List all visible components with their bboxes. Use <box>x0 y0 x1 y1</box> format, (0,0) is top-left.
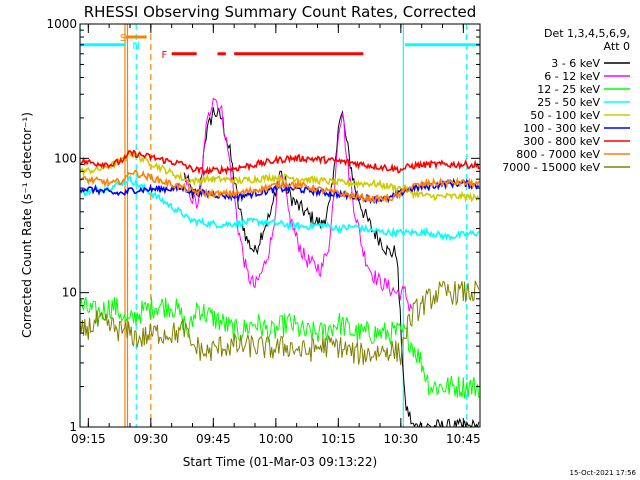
x-tick-label: 10:30 <box>384 432 419 446</box>
legend-entry-label: 3 - 6 keV <box>551 57 600 70</box>
series-line-1 <box>184 97 413 312</box>
y-tick-label: 1 <box>69 420 77 434</box>
legend-entry-label: 50 - 100 keV <box>530 109 600 122</box>
x-tick-label: 10:45 <box>446 432 481 446</box>
x-tick-label: 09:30 <box>134 432 169 446</box>
y-axis-label: Corrected Count Rate (s⁻¹ detector⁻¹) <box>20 112 34 338</box>
series-line-4 <box>80 148 480 204</box>
y-axis: 1 10 100 1000 <box>46 17 480 434</box>
annotation-s: S <box>120 33 126 44</box>
annotation-n: N <box>132 41 139 52</box>
annotations: SN F <box>120 33 168 61</box>
x-tick-label: 10:00 <box>259 432 294 446</box>
legend-entry-label: 7000 - 15000 keV <box>502 161 600 174</box>
status-bars <box>80 35 480 56</box>
y-tick-label: 10 <box>62 286 77 300</box>
legend-entry-label: 800 - 7000 keV <box>516 148 600 161</box>
x-tick-label: 09:45 <box>196 432 231 446</box>
legend-entry-label: 25 - 50 keV <box>537 96 600 109</box>
vertical-markers <box>80 24 468 427</box>
legend-entry-label: 100 - 300 keV <box>523 122 600 135</box>
series-line-6 <box>80 149 480 178</box>
series-line-8 <box>80 280 480 366</box>
legend-header-line: Det 1,3,4,5,6,9, <box>544 27 630 40</box>
legend-header-line: Att 0 <box>604 40 630 53</box>
series-line-2 <box>80 296 480 399</box>
x-tick-label: 10:15 <box>321 432 356 446</box>
x-axis-label: Start Time (01-Mar-03 09:13:22) <box>183 455 377 469</box>
annotation-f: F <box>162 50 168 61</box>
legend-entry-label: 12 - 25 keV <box>537 83 600 96</box>
x-axis: 09:15 09:30 09:45 10:00 10:15 10:30 10:45 <box>71 24 481 446</box>
legend-entry-label: 6 - 12 keV <box>544 70 600 83</box>
plot-frame <box>79 23 481 428</box>
legend-entry-label: 300 - 800 keV <box>523 135 600 148</box>
footer-timestamp: 15-Oct-2021 17:56 <box>570 469 637 477</box>
series-line-7 <box>80 169 480 204</box>
y-tick-label: 1000 <box>46 17 77 31</box>
series-lines <box>80 97 480 427</box>
chart-title: RHESSI Observing Summary Count Rates, Co… <box>84 3 477 21</box>
x-tick-label: 09:15 <box>71 432 106 446</box>
y-tick-label: 100 <box>54 151 77 165</box>
